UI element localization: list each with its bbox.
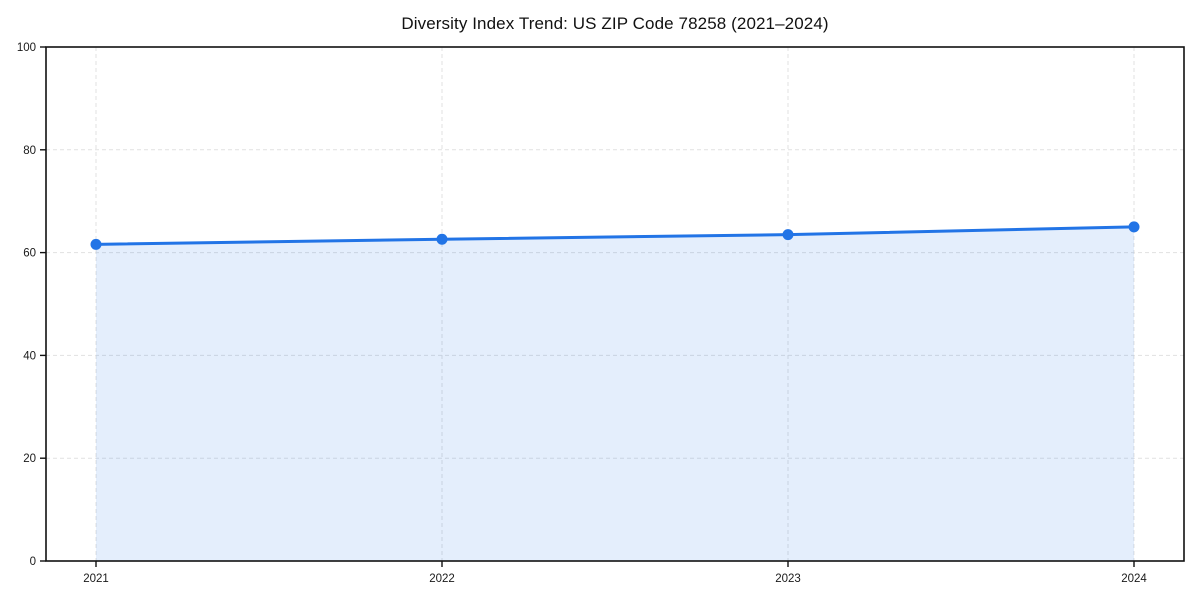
y-axis-tick-label: 80 xyxy=(23,145,36,157)
y-axis-tick-label: 40 xyxy=(23,350,36,362)
data-point-marker xyxy=(436,233,448,245)
trend-line xyxy=(94,225,1136,246)
data-point-marker xyxy=(90,238,102,250)
data-point-marker xyxy=(1128,221,1140,233)
plot-border xyxy=(45,46,1185,562)
y-axis-tick-label: 0 xyxy=(30,556,36,568)
area-fill xyxy=(96,226,1134,561)
chart-title: Diversity Index Trend: US ZIP Code 78258… xyxy=(401,14,829,33)
data-point-marker xyxy=(782,229,794,241)
y-axis-tick-label: 100 xyxy=(17,42,36,54)
y-axis-tick-label: 20 xyxy=(23,453,36,465)
x-axis-tick-label: 2023 xyxy=(775,573,801,585)
x-axis-tick-label: 2022 xyxy=(429,573,455,585)
y-axis-tick-label: 60 xyxy=(23,248,36,260)
x-axis-tick-label: 2021 xyxy=(83,573,109,585)
x-axis-tick-label: 2024 xyxy=(1121,573,1147,585)
